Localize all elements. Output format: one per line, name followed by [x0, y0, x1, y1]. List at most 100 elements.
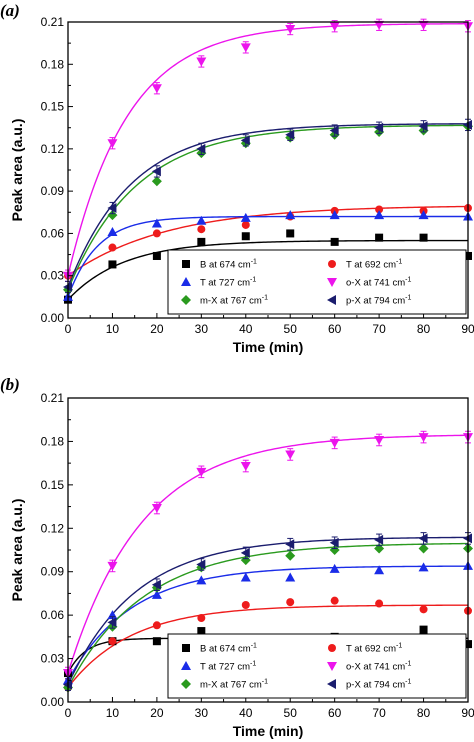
legend-item: m-X at 767 cm-1 — [181, 295, 268, 307]
data-point — [197, 627, 206, 636]
x-tick-label: 0 — [65, 706, 72, 720]
data-series — [63, 210, 473, 301]
legend-label-superscript: -1 — [405, 661, 411, 668]
legend-label-superscript: -1 — [250, 661, 256, 668]
y-tick-label: 0.00 — [41, 695, 65, 709]
legend-item: p-X at 794 cm-1 — [327, 295, 411, 307]
data-point — [152, 637, 161, 646]
data-point — [374, 435, 385, 445]
data-point — [241, 232, 250, 241]
data-point — [240, 572, 251, 582]
data-point — [197, 237, 206, 246]
legend: B at 674 cm-1 T at 692 cm-1 T at 727 cm-1 o… — [167, 633, 467, 699]
data-point — [107, 561, 118, 571]
y-axis: 0.00 0.03 0.06 0.09 0.12 0.15 0.18 0.21 — [41, 391, 73, 709]
legend-label: T at 727 cm-1 — [200, 277, 256, 289]
legend-label-superscript: -1 — [262, 679, 268, 686]
data-point — [285, 210, 296, 220]
data-point — [108, 637, 117, 646]
data-point — [107, 617, 117, 628]
x-tick-label: 60 — [328, 322, 342, 336]
chart-panel: (b)0 10 20 30 40 50 60 70 80 900.000.030.060.090.… — [0, 375, 474, 739]
data-point — [196, 143, 206, 154]
data-point — [330, 596, 339, 605]
x-tick-label: 80 — [417, 322, 431, 336]
data-point — [108, 260, 117, 269]
data-point — [285, 550, 296, 561]
data-point — [375, 205, 384, 214]
x-tick-label: 70 — [372, 322, 386, 336]
data-point — [285, 572, 296, 582]
x-tick-label: 20 — [150, 706, 164, 720]
x-tick-label: 30 — [195, 322, 209, 336]
data-point — [152, 251, 161, 260]
legend-item: T at 692 cm-1 — [328, 259, 402, 271]
y-axis-title: Peak area (a.u.) — [9, 499, 25, 602]
legend-item: o-X at 741 cm-1 — [327, 277, 411, 289]
legend-label: m-X at 767 cm-1 — [200, 679, 268, 691]
x-tick-label: 20 — [150, 322, 164, 336]
data-point — [329, 438, 340, 448]
data-point — [196, 467, 207, 477]
y-tick-label: 0.03 — [41, 269, 65, 283]
panel-label: (b) — [0, 375, 20, 394]
data-point — [285, 539, 295, 550]
legend-label-superscript: -1 — [405, 277, 411, 284]
data-point — [374, 122, 384, 133]
legend-marker — [182, 260, 190, 268]
data-point — [329, 125, 339, 136]
legend-label: B at 674 cm-1 — [200, 259, 257, 271]
data-point — [285, 129, 295, 140]
data-point — [196, 559, 206, 570]
data-point — [240, 462, 251, 472]
x-tick-label: 90 — [461, 706, 474, 720]
y-tick-label: 0.12 — [41, 142, 65, 156]
legend-label: p-X at 794 cm-1 — [346, 295, 411, 307]
y-axis: 0.00 0.03 0.06 0.09 0.12 0.15 0.18 0.21 — [41, 15, 73, 325]
legend-marker — [181, 295, 191, 305]
fit-curve — [67, 604, 469, 688]
data-point — [152, 621, 161, 630]
x-tick-label: 60 — [328, 706, 342, 720]
x-axis: 0 10 20 30 40 50 60 70 80 90 — [65, 313, 474, 336]
y-tick-label: 0.09 — [41, 184, 65, 198]
data-point — [107, 139, 118, 149]
fit-curve — [67, 536, 469, 685]
data-point — [240, 212, 251, 222]
legend-label: T at 692 cm-1 — [346, 259, 402, 271]
y-tick-label: 0.06 — [41, 608, 65, 622]
legend-label-superscript: -1 — [405, 295, 411, 302]
data-point — [285, 25, 296, 35]
legend-item: o-X at 741 cm-1 — [327, 661, 411, 673]
x-tick-label: 30 — [195, 706, 209, 720]
legend-item: m-X at 767 cm-1 — [181, 679, 268, 691]
data-point — [151, 589, 162, 599]
x-tick-label: 10 — [106, 706, 120, 720]
y-tick-label: 0.03 — [41, 652, 65, 666]
y-tick-label: 0.06 — [41, 226, 65, 240]
data-point — [151, 84, 162, 94]
legend-label: T at 692 cm-1 — [346, 643, 402, 655]
legend-marker — [181, 277, 191, 286]
data-point — [151, 218, 162, 228]
x-tick-label: 10 — [106, 322, 120, 336]
chart-panel: (a)0 10 20 30 40 50 60 70 80 900.000.030.060.090.… — [0, 1, 474, 355]
fit-curve — [67, 123, 469, 288]
legend-item: B at 674 cm-1 — [182, 259, 257, 271]
y-tick-label: 0.12 — [41, 521, 65, 535]
data-point — [418, 210, 429, 220]
legend-label: o-X at 741 cm-1 — [346, 661, 411, 673]
y-tick-label: 0.15 — [41, 100, 65, 114]
legend-label: T at 727 cm-1 — [200, 661, 256, 673]
y-tick-label: 0.18 — [41, 434, 65, 448]
y-tick-label: 0.15 — [41, 478, 65, 492]
data-point — [151, 579, 161, 590]
data-point — [241, 601, 250, 610]
x-axis-title: Time (min) — [233, 723, 304, 739]
fit-curve — [67, 434, 469, 674]
fit-curve — [67, 215, 468, 298]
data-point — [197, 614, 206, 623]
data-point — [329, 537, 339, 548]
legend-marker — [182, 644, 190, 652]
